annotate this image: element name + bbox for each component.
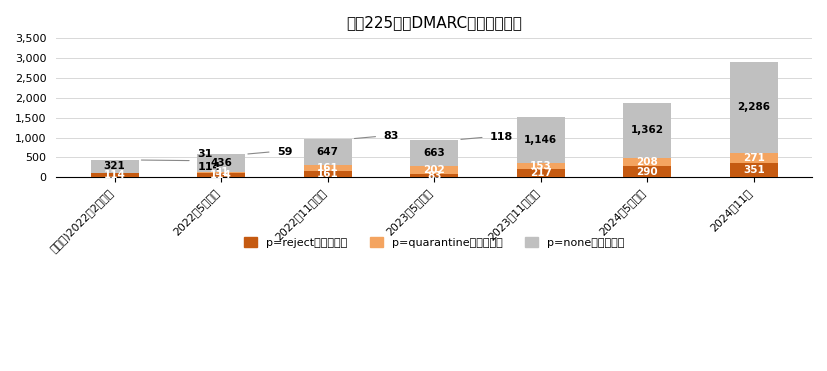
Legend: p=rejectドメイン数, p=quarantineドメイン数, p=noneドメイン数: p=rejectドメイン数, p=quarantineドメイン数, p=none… xyxy=(240,233,629,253)
Text: 31: 31 xyxy=(197,150,213,160)
Bar xyxy=(624,158,672,166)
Text: 2,286: 2,286 xyxy=(737,102,770,112)
Text: 290: 290 xyxy=(636,167,658,177)
Bar xyxy=(729,163,777,177)
Bar xyxy=(91,173,139,177)
Bar xyxy=(517,169,565,177)
Text: 208: 208 xyxy=(636,157,658,167)
Text: 153: 153 xyxy=(530,161,552,171)
Bar xyxy=(410,139,458,166)
Text: 647: 647 xyxy=(317,147,339,157)
Bar xyxy=(197,171,245,173)
Text: 31: 31 xyxy=(214,167,228,177)
Text: 114: 114 xyxy=(210,170,232,180)
Text: 59: 59 xyxy=(277,147,293,157)
Text: 1,362: 1,362 xyxy=(631,125,664,135)
Text: 663: 663 xyxy=(423,148,445,158)
Text: 271: 271 xyxy=(743,153,765,163)
Bar xyxy=(304,164,351,171)
Text: 321: 321 xyxy=(103,161,126,171)
Text: 161: 161 xyxy=(317,163,338,173)
Title: 日経225企業DMARCポリシー状況: 日経225企業DMARCポリシー状況 xyxy=(347,15,522,30)
Text: 436: 436 xyxy=(210,158,232,168)
Bar xyxy=(197,173,245,177)
Bar xyxy=(197,154,245,171)
Text: 83: 83 xyxy=(427,171,442,181)
Bar xyxy=(729,152,777,163)
Bar xyxy=(304,171,351,177)
Text: 351: 351 xyxy=(743,165,765,175)
Text: 83: 83 xyxy=(384,131,399,141)
Bar xyxy=(517,162,565,169)
Text: 161: 161 xyxy=(317,169,338,179)
Bar xyxy=(729,62,777,152)
Bar xyxy=(91,160,139,173)
Text: 1,146: 1,146 xyxy=(524,135,557,145)
Bar xyxy=(410,166,458,174)
Bar xyxy=(624,166,672,177)
Bar xyxy=(304,139,351,164)
Text: 114: 114 xyxy=(103,170,126,180)
Text: 114: 114 xyxy=(197,162,221,172)
Text: 118: 118 xyxy=(490,132,514,142)
Bar xyxy=(410,174,458,177)
Bar xyxy=(517,117,565,162)
Text: 202: 202 xyxy=(423,165,445,175)
Bar xyxy=(624,104,672,158)
Text: 217: 217 xyxy=(530,168,552,178)
